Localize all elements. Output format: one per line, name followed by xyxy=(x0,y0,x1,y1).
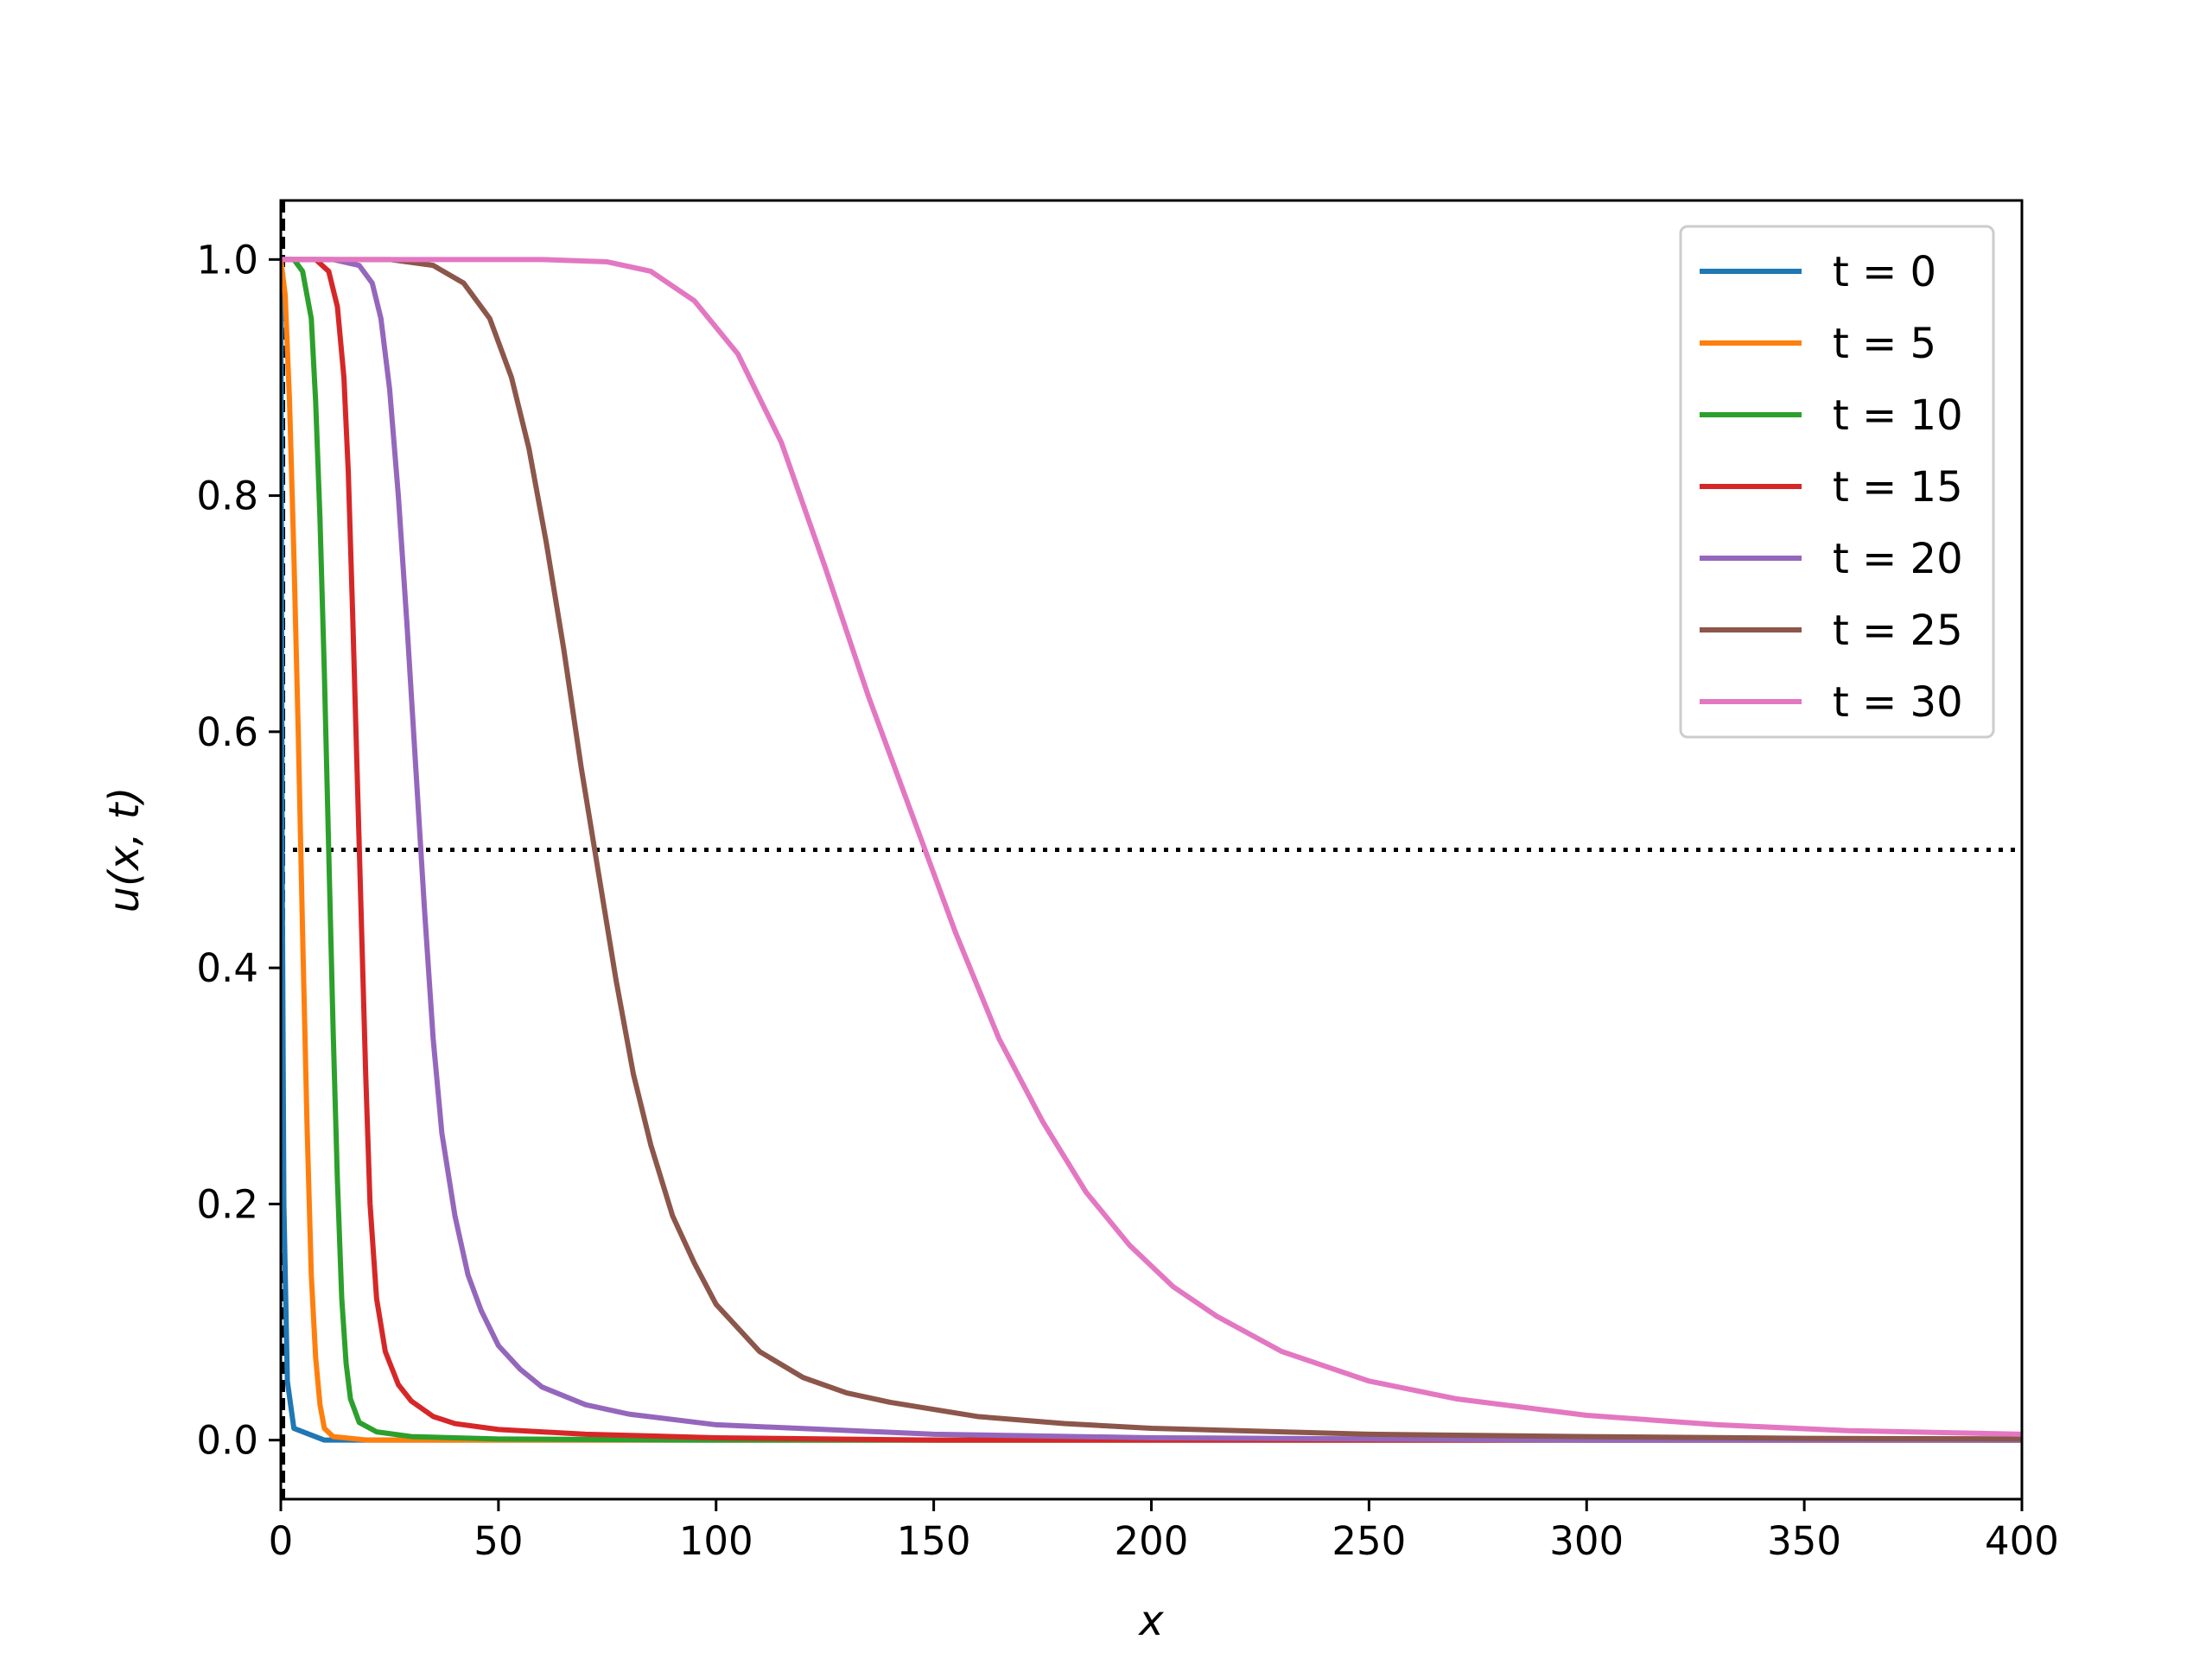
legend: t = 0 t = 5 t = 10 t = 15 t = 20 t = 25 t = 30 xyxy=(1679,225,1995,739)
legend-label-0: t = 0 xyxy=(1833,248,1936,296)
series-line-6 xyxy=(281,257,2022,1437)
series-line-1 xyxy=(281,257,2022,1443)
legend-label-4: t = 20 xyxy=(1833,535,1963,583)
x-tick-label-5: 250 xyxy=(1332,1518,1406,1564)
legend-label-1: t = 5 xyxy=(1833,320,1936,368)
x-tick-label-1: 50 xyxy=(474,1518,523,1564)
x-tick-label-0: 0 xyxy=(269,1518,294,1564)
y-tick-label-3: 0.6 xyxy=(196,709,258,755)
x-tick-label-6: 300 xyxy=(1549,1518,1624,1564)
x-tick-label-4: 200 xyxy=(1115,1518,1189,1564)
x-tick-label-3: 150 xyxy=(897,1518,971,1564)
legend-label-3: t = 15 xyxy=(1833,463,1963,512)
plot-area xyxy=(279,199,2024,1501)
plot-content xyxy=(281,200,2022,1499)
y-tick-label-4: 0.8 xyxy=(196,474,258,519)
y-tick-label-2: 0.4 xyxy=(196,945,258,991)
legend-label-6: t = 30 xyxy=(1833,678,1963,727)
series-line-4 xyxy=(281,257,2022,1443)
legend-label-2: t = 10 xyxy=(1833,391,1963,440)
y-tick-label-0: 0.0 xyxy=(196,1418,258,1464)
x-axis-ticks: 0 50 100 150 200 250 300 350 400 xyxy=(269,1499,2059,1564)
y-tick-label-5: 1.0 xyxy=(196,237,258,283)
y-axis-label: u(x, t) xyxy=(100,787,149,913)
y-axis-ticks: 0.0 0.2 0.4 0.6 0.8 1.0 xyxy=(196,237,281,1464)
y-tick-label-1: 0.2 xyxy=(196,1181,258,1227)
x-tick-label-2: 100 xyxy=(679,1518,753,1564)
series-line-5 xyxy=(281,257,2022,1442)
series-line-2 xyxy=(281,257,2022,1443)
x-tick-label-8: 400 xyxy=(1985,1518,2059,1564)
x-axis-label: x xyxy=(1137,1597,1164,1645)
series-line-3 xyxy=(281,257,2022,1443)
legend-label-5: t = 25 xyxy=(1833,607,1963,655)
series-line-0 xyxy=(281,257,2022,1443)
legend-box xyxy=(1679,225,1995,739)
x-tick-label-7: 350 xyxy=(1767,1518,1841,1564)
